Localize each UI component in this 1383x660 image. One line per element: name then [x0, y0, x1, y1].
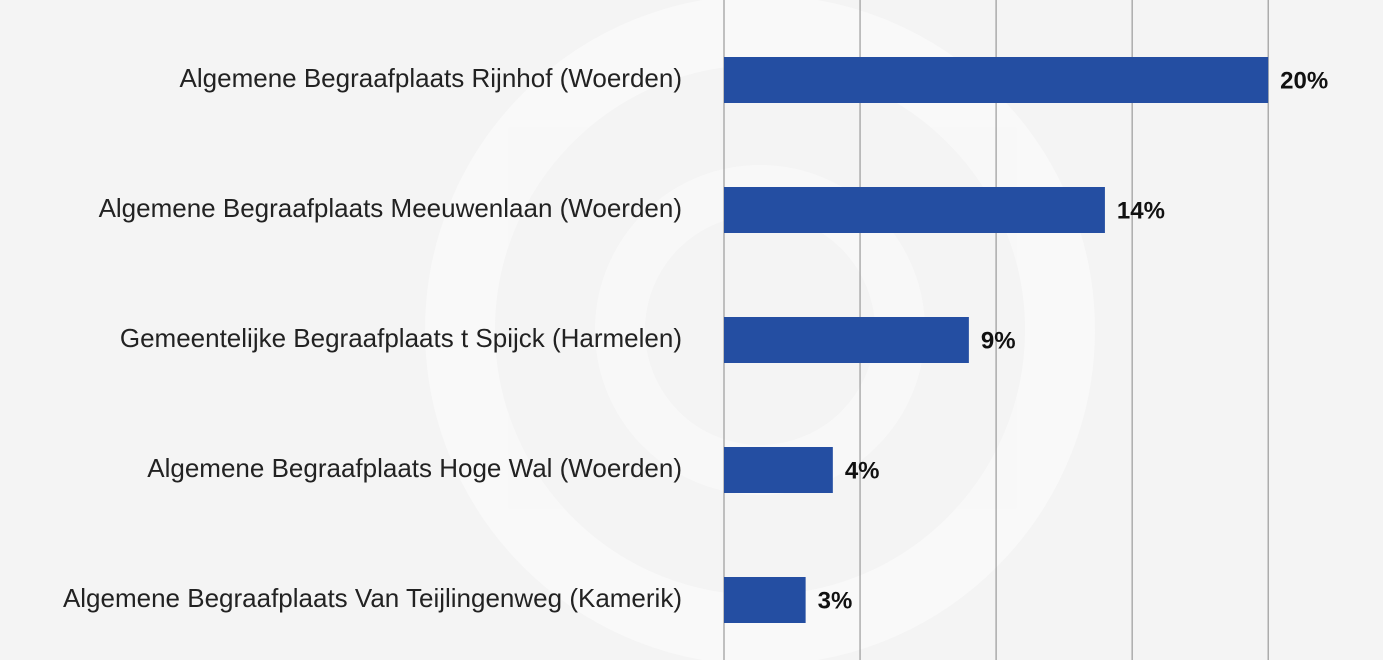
- bar: [724, 187, 1105, 233]
- y-tick-label: Gemeentelijke Begraafplaats t Spijck (Ha…: [120, 323, 682, 353]
- y-tick-label: Algemene Begraafplaats Hoge Wal (Woerden…: [147, 453, 682, 483]
- y-tick-label: Algemene Begraafplaats Meeuwenlaan (Woer…: [99, 193, 682, 223]
- bar: [724, 57, 1269, 103]
- value-label: 9%: [981, 327, 1016, 354]
- bar: [724, 447, 833, 493]
- y-tick-label: Algemene Begraafplaats Van Teijlingenweg…: [63, 583, 682, 613]
- bar: [724, 317, 969, 363]
- value-label: 4%: [845, 457, 880, 484]
- value-label: 20%: [1280, 67, 1328, 94]
- value-label: 3%: [818, 587, 853, 614]
- value-label: 14%: [1117, 197, 1165, 224]
- y-tick-label: Algemene Begraafplaats Rijnhof (Woerden): [180, 63, 682, 93]
- bar: [724, 577, 806, 623]
